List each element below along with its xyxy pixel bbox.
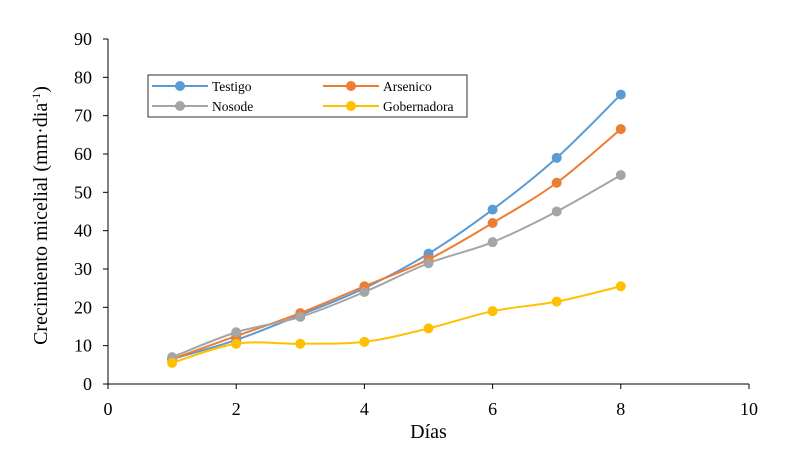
legend-item-nosode: Nosode	[152, 99, 253, 114]
axes: 0 2 4 6 8 10 0 10 20 30 40 50 60 70 80 90	[74, 29, 758, 419]
series-line-gobernadora	[171, 285, 622, 364]
legend: Testigo Arsenico Nosode Gobernadora	[147, 74, 468, 118]
legend-marker-gobernadora	[346, 101, 356, 111]
x-axis-title: Días	[410, 421, 447, 443]
data-point-gobernadora	[295, 338, 306, 349]
x-tick-label: 8	[616, 399, 625, 419]
series-line-nosode	[171, 174, 622, 359]
data-point-arsenico	[487, 218, 498, 228]
y-tick-label: 20	[74, 297, 92, 317]
y-axis-title: Crecimiento micelial (mm·dia-1)	[29, 86, 52, 345]
y-tick-label: 60	[74, 144, 92, 164]
y-tick-label: 40	[74, 221, 92, 241]
series-testigo	[167, 89, 626, 365]
y-tick-label: 30	[74, 259, 92, 279]
data-point-nosode	[615, 170, 626, 181]
data-point-nosode	[231, 327, 242, 338]
data-point-gobernadora	[359, 336, 370, 347]
y-tick-label: 90	[74, 29, 92, 49]
data-point-nosode	[551, 206, 562, 217]
legend-label-testigo: Testigo	[212, 79, 252, 94]
data-point-testigo	[615, 89, 626, 100]
legend-box	[147, 74, 468, 118]
legend-marker-arsenico	[346, 81, 356, 91]
x-tick-label: 6	[488, 399, 497, 419]
series-layer	[167, 89, 626, 368]
legend-item-testigo: Testigo	[152, 79, 252, 94]
series-gobernadora	[167, 281, 626, 368]
legend-item-gobernadora: Gobernadora	[323, 99, 453, 114]
x-ticks: 0 2 4 6 8 10	[104, 384, 758, 419]
data-point-gobernadora	[167, 357, 178, 368]
y-axis-title-superscript: -1	[29, 93, 43, 103]
y-tick-label: 10	[74, 336, 92, 356]
y-tick-label: 0	[83, 374, 92, 394]
data-point-testigo	[487, 204, 498, 215]
y-tick-label: 50	[74, 182, 92, 202]
y-axis-title-main: Crecimiento micelial (mm·dia	[30, 103, 52, 345]
data-point-gobernadora	[551, 296, 562, 307]
series-nosode	[167, 170, 626, 363]
x-tick-label: 10	[740, 399, 758, 419]
x-tick-label: 2	[232, 399, 241, 419]
legend-marker-testigo	[175, 81, 185, 91]
data-point-gobernadora	[615, 281, 626, 292]
data-point-nosode	[423, 258, 434, 269]
y-tick-label: 70	[74, 106, 92, 126]
data-point-arsenico	[551, 177, 562, 188]
data-point-gobernadora	[231, 338, 242, 349]
x-tick-label: 0	[104, 399, 113, 419]
data-point-nosode	[359, 287, 370, 297]
legend-label-gobernadora: Gobernadora	[383, 99, 453, 114]
y-axis-title-end: )	[30, 86, 52, 93]
series-line-testigo	[171, 93, 622, 361]
data-point-testigo	[551, 152, 562, 163]
y-tick-label: 80	[74, 67, 92, 87]
y-ticks: 0 10 20 30 40 50 60 70 80 90	[74, 29, 108, 394]
legend-item-arsenico: Arsenico	[323, 79, 432, 94]
legend-label-nosode: Nosode	[212, 99, 253, 114]
data-point-nosode	[487, 237, 498, 248]
x-tick-label: 4	[360, 399, 369, 419]
legend-label-arsenico: Arsenico	[383, 79, 432, 94]
series-line-arsenico	[171, 128, 622, 361]
data-point-arsenico	[615, 124, 626, 135]
data-point-gobernadora	[487, 306, 498, 317]
data-point-nosode	[295, 311, 306, 322]
legend-marker-nosode	[175, 101, 185, 111]
data-point-gobernadora	[423, 323, 434, 334]
